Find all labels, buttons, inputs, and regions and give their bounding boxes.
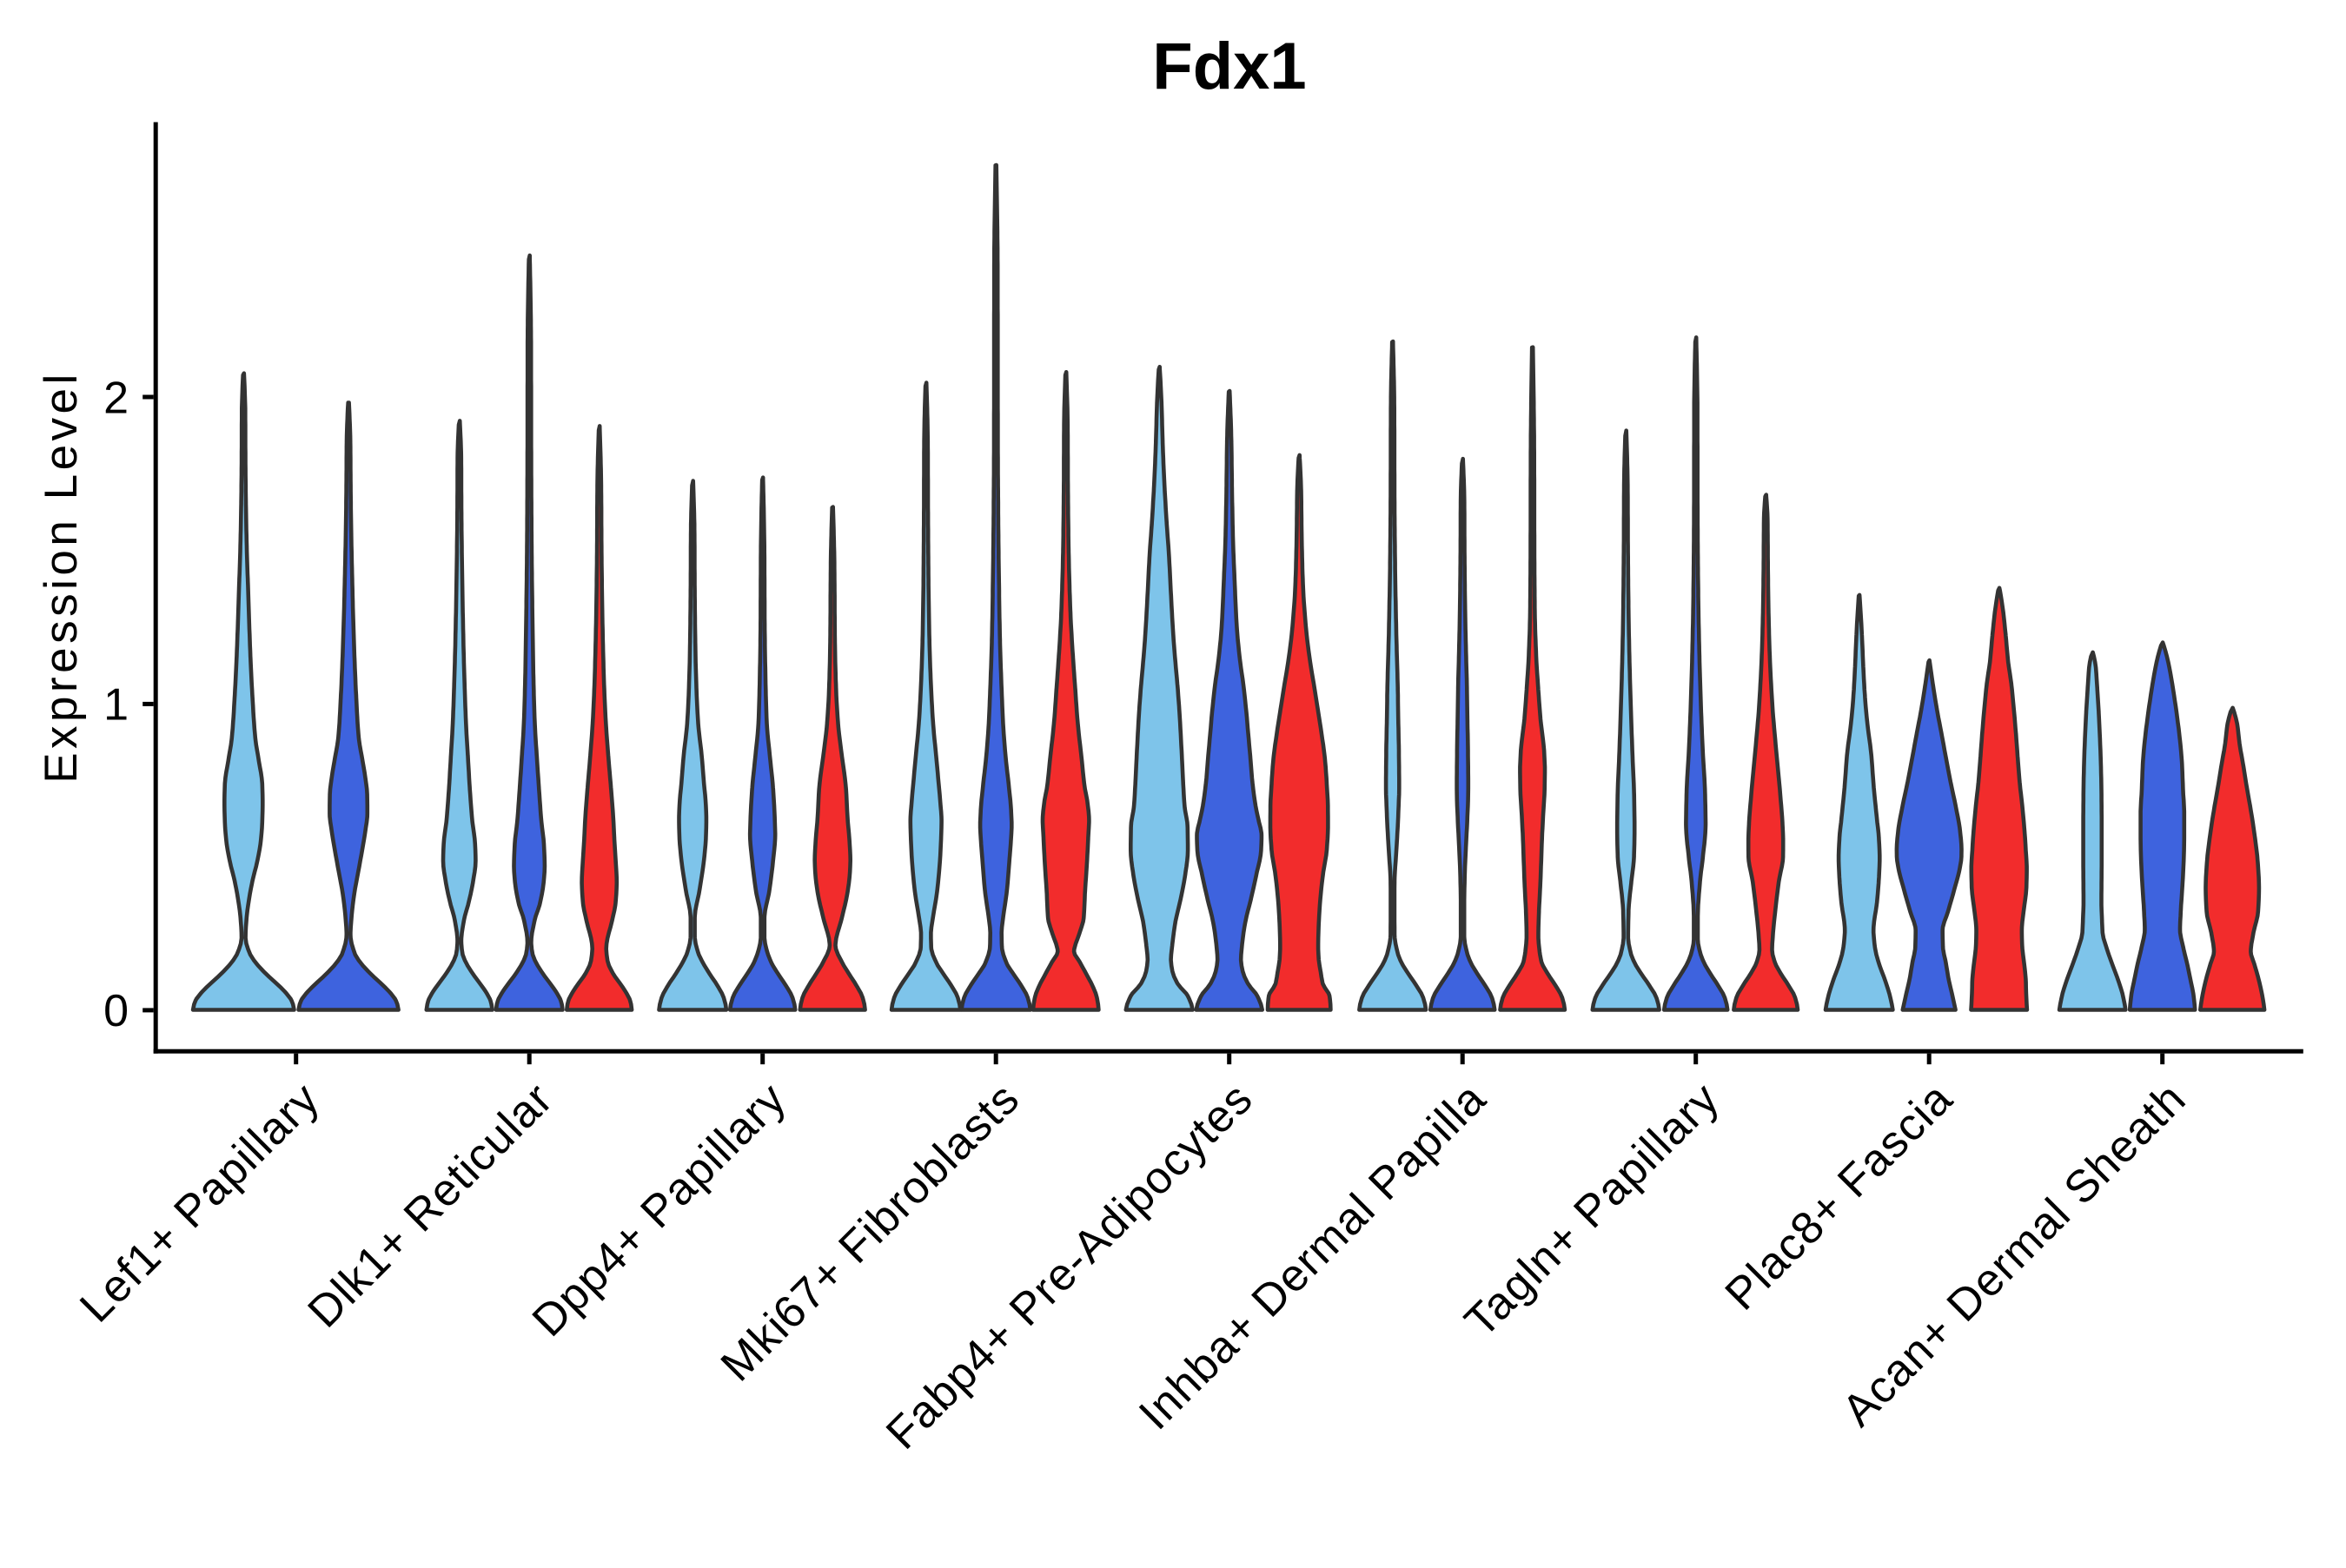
svg-text:Fdx1: Fdx1 <box>1152 30 1306 103</box>
svg-text:2: 2 <box>103 373 129 423</box>
svg-text:Expression Level: Expression Level <box>36 370 87 784</box>
svg-text:0: 0 <box>103 986 129 1036</box>
svg-text:1: 1 <box>103 680 129 731</box>
